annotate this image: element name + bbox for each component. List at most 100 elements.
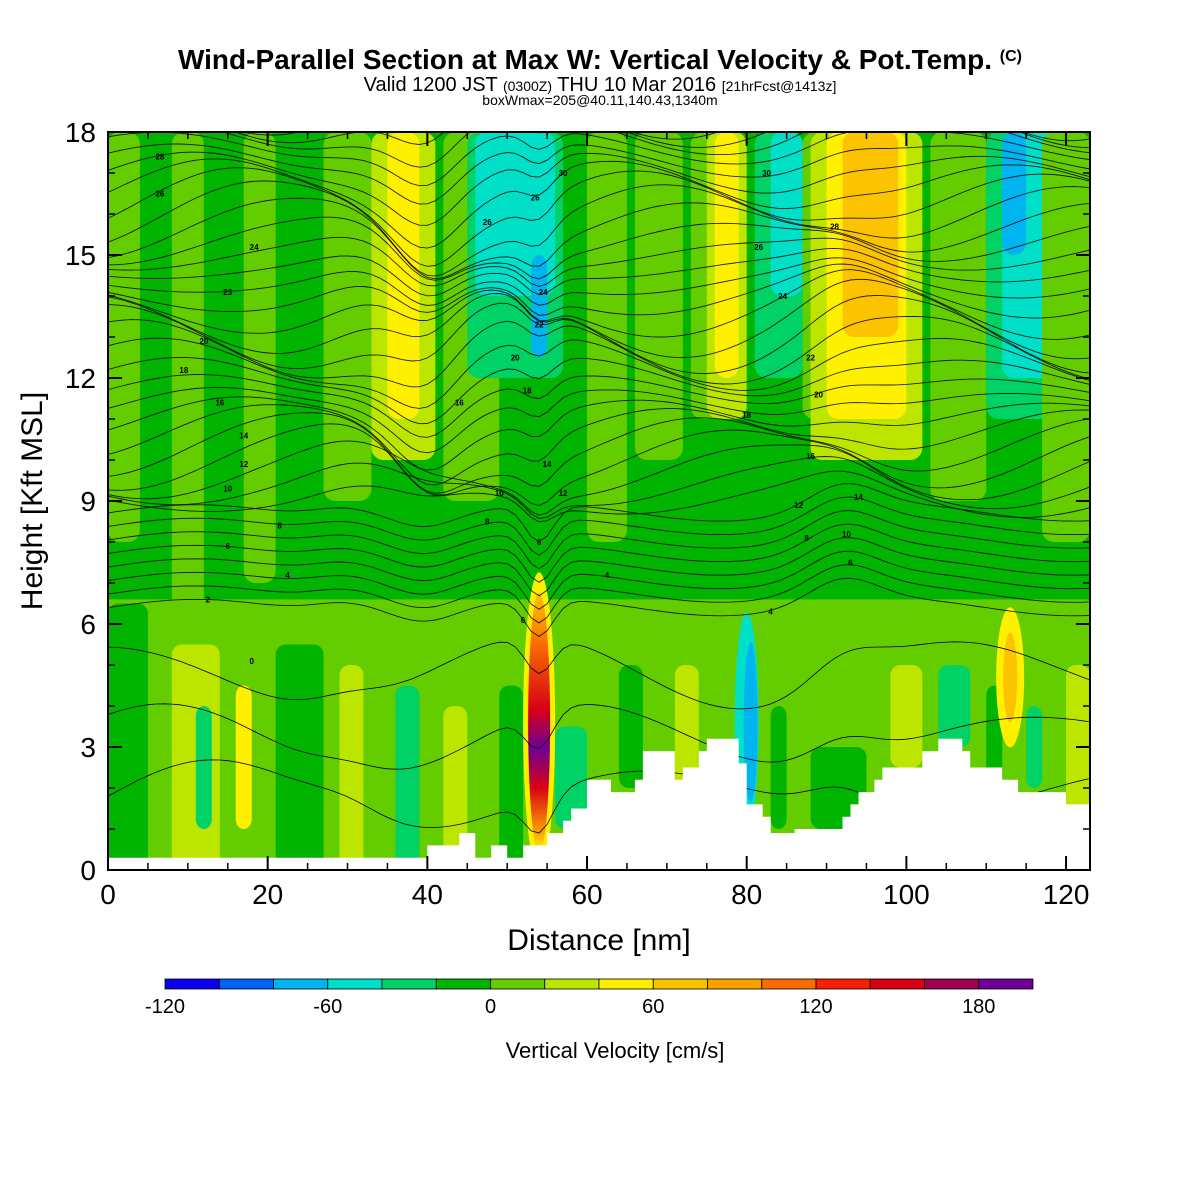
velocity-band	[634, 132, 683, 460]
theta-contour	[108, 440, 1090, 516]
velocity-cell	[395, 685, 420, 870]
theta-contour	[108, 496, 1090, 556]
velocity-cell	[555, 726, 588, 829]
subtitle-forecast: [21hrFcst@1413z]	[721, 78, 837, 94]
y-axis-label: Height [Kft MSL]	[16, 392, 49, 610]
velocity-cell	[770, 706, 787, 829]
plot-area: 2826242320181614121086420262630242220181…	[108, 132, 1090, 870]
contour-label: 22	[535, 321, 544, 330]
subtitle-date: THU 10 Mar 2016	[557, 74, 717, 96]
contour-label: 12	[239, 460, 248, 469]
velocity-cell	[618, 665, 643, 788]
theta-contour	[241, 132, 1090, 142]
velocity-cell	[108, 603, 148, 870]
contour-label: 23	[223, 288, 232, 297]
colorbar-swatch	[164, 978, 220, 990]
theta-contour	[108, 404, 1090, 486]
contour-label: 26	[155, 190, 164, 199]
subtitle-zulu: (0300Z)	[502, 78, 553, 94]
velocity-cell	[674, 665, 699, 788]
velocity-cell	[195, 706, 212, 829]
velocity-cell	[235, 685, 252, 829]
y-tick-label: 3	[80, 732, 96, 763]
theta-contour	[221, 132, 1090, 168]
contour-label: 6	[537, 538, 542, 547]
theta-contour	[108, 132, 1090, 187]
x-tick-label: 60	[571, 879, 602, 910]
contour-label: 2	[206, 595, 211, 604]
contour-label: 6	[848, 559, 853, 568]
velocity-band	[171, 132, 204, 624]
colorbar-tick-label: 0	[485, 996, 496, 1018]
colorbar-swatch	[598, 978, 654, 990]
contour-label: 14	[543, 460, 552, 469]
contour-label: 20	[199, 337, 208, 346]
colorbar-tick-label: 120	[799, 996, 832, 1018]
colorbar-swatch	[869, 978, 925, 990]
velocity-band	[1042, 132, 1090, 542]
y-tick-label: 0	[80, 855, 96, 886]
contour-label: 24	[778, 292, 787, 301]
colorbar-swatch	[544, 978, 600, 990]
x-tick-label: 0	[100, 879, 116, 910]
contour-label: 22	[806, 354, 815, 363]
contour-label: 24	[539, 288, 548, 297]
theta-contour	[108, 564, 1090, 624]
chart-subtitle: Valid 1200 JST (0300Z) THU 10 Mar 2016 […	[0, 74, 1200, 97]
contour-label: 10	[223, 485, 232, 494]
y-tick-label: 15	[65, 240, 96, 271]
colorbar-swatch	[761, 978, 817, 990]
theta-contour	[108, 278, 1090, 360]
chart-info: boxWmax=205@40.11,140.43,1340m	[482, 92, 718, 108]
theta-contour	[108, 537, 1090, 597]
theta-contour	[233, 132, 1090, 149]
y-tick-label: 18	[65, 117, 96, 148]
contour-label: 26	[483, 218, 492, 227]
colorbar-swatch	[327, 978, 383, 990]
colorbar-tick-label: 180	[962, 996, 995, 1018]
theta-contour	[108, 269, 1090, 340]
contour-label: 6	[226, 542, 231, 551]
theta-contour	[108, 550, 1090, 610]
theta-contour	[108, 197, 1090, 280]
colorbar-swatch	[924, 978, 980, 990]
theta-contour	[108, 151, 1090, 226]
contour-label: 6	[521, 616, 526, 625]
contour-label: 30	[559, 169, 568, 178]
colorbar-swatch	[978, 978, 1034, 990]
theta-contour	[108, 456, 1090, 519]
x-tick-label: 80	[731, 879, 762, 910]
velocity-band	[108, 132, 140, 542]
downdraft-core	[743, 642, 758, 803]
theta-contour	[108, 316, 1090, 388]
theta-contour	[108, 295, 1090, 374]
theta-contour	[108, 374, 1090, 438]
terrain	[108, 738, 1090, 870]
contour-label: 26	[754, 243, 763, 252]
x-tick-label: 120	[1043, 879, 1090, 910]
theta-contour	[108, 158, 1090, 249]
contour-label: 8	[485, 518, 490, 527]
contour-label: 16	[455, 399, 464, 408]
velocity-band	[531, 255, 548, 358]
velocity-band	[323, 132, 372, 501]
theta-contour-low	[108, 641, 1090, 710]
velocity-band	[714, 132, 739, 378]
theta-contour	[108, 396, 1090, 471]
colorbar-label: Vertical Velocity [cm/s]	[506, 1038, 725, 1063]
contour-label: 4	[605, 571, 610, 580]
colorbar-swatch	[218, 978, 274, 990]
contour-label: 18	[523, 386, 532, 395]
contour-label: 20	[814, 390, 823, 399]
colorbar-tick-label: 60	[642, 996, 664, 1018]
velocity-band	[475, 132, 556, 296]
contour-label: 18	[742, 411, 751, 420]
contour-label: 26	[531, 194, 540, 203]
contour-label: 30	[762, 169, 771, 178]
chart-title: Wind-Parallel Section at Max W: Vertical…	[0, 44, 1200, 76]
colorbar-tick-label: -120	[145, 996, 185, 1018]
colorbar-swatch	[815, 978, 871, 990]
theta-contour	[108, 483, 1090, 543]
contour-label: 12	[559, 489, 568, 498]
colorbar-swatch	[490, 978, 546, 990]
